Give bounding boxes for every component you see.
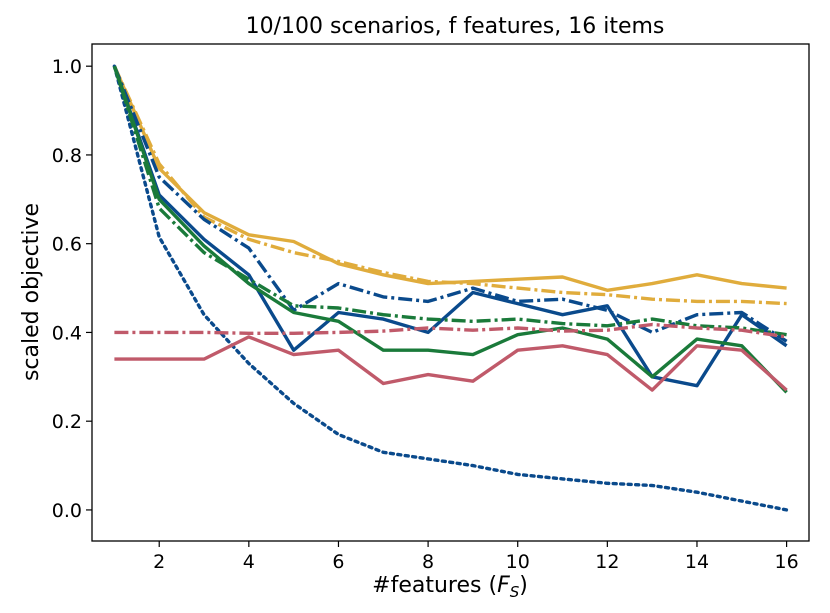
x-tick-label: 12 <box>595 551 619 573</box>
x-tick-label: 14 <box>685 551 709 573</box>
y-tick-label: 0.2 <box>52 411 82 433</box>
x-tick-label: 16 <box>775 551 799 573</box>
series-line-red-dashdot <box>114 322 787 339</box>
y-tick-label: 0.0 <box>52 500 82 522</box>
y-tick-label: 0.4 <box>52 322 82 344</box>
y-tick-label: 1.0 <box>52 56 82 78</box>
series-line-blue-dashdot <box>112 65 788 343</box>
x-tick-label: 2 <box>153 551 165 573</box>
series-line-blue-dotted <box>112 64 789 512</box>
y-axis-ticks: 0.0 0.2 0.4 0.6 0.8 1.0 <box>52 56 92 522</box>
series-line-blue-solid <box>112 65 788 388</box>
x-tick-label: 4 <box>243 551 255 573</box>
y-axis-label: scaled objective <box>19 203 44 381</box>
y-tick-label: 0.6 <box>52 234 82 256</box>
x-tick-label: 6 <box>332 551 344 573</box>
x-axis-label-subscript: S <box>510 583 520 601</box>
x-axis-label: #features (FS) <box>372 573 528 601</box>
series-line-red-solid <box>114 335 788 392</box>
y-tick-label: 0.8 <box>52 145 82 167</box>
plot-area-frame <box>91 43 810 542</box>
series-layer <box>112 64 789 512</box>
series-line-green-solid <box>112 65 788 394</box>
chart-title: 10/100 scenarios, f features, 16 items <box>246 14 665 39</box>
x-axis-label-suffix: ) <box>519 573 528 598</box>
x-axis-label-text: #features ( <box>372 573 497 598</box>
x-tick-label: 8 <box>422 551 434 573</box>
series-line-yellow-dashdot <box>112 65 787 306</box>
x-tick-label: 10 <box>506 551 530 573</box>
x-axis-ticks: 2 4 6 8 10 12 14 16 <box>153 541 799 573</box>
x-axis-label-symbol: F <box>497 573 510 598</box>
